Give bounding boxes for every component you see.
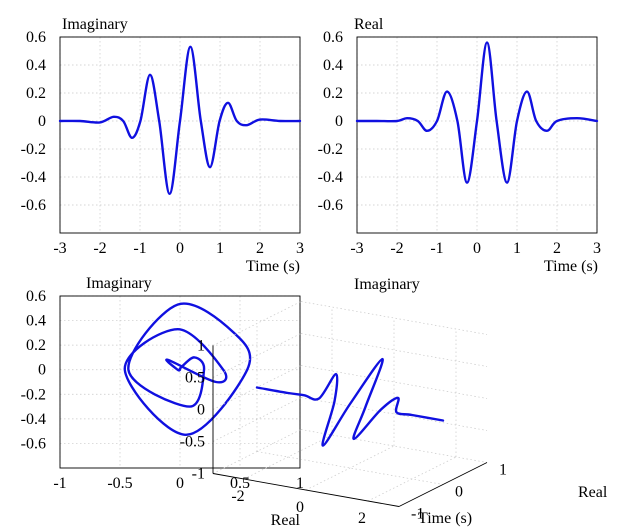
y-tick-label: -0.4 [21, 169, 46, 186]
chart-title: Imaginary [62, 16, 128, 33]
y-tick-label: 0.2 [323, 85, 343, 102]
chart-title: Imaginary [86, 275, 152, 292]
y-axis-label: Real [578, 484, 608, 501]
y-tick-label: -1 [411, 506, 424, 523]
y-tick-label: 0.6 [323, 29, 343, 46]
y-tick-label: -0.6 [21, 197, 46, 214]
z-tick-label: -1 [192, 466, 205, 483]
x-tick-label: 0 [473, 240, 481, 257]
x-tick-label: 2 [358, 510, 366, 527]
grid-line-floor [305, 445, 395, 491]
x-tick-label: 3 [296, 240, 304, 257]
x-tick-label: -0.5 [107, 475, 132, 492]
y-tick-label: 0.6 [26, 288, 46, 305]
z-tick-label: 1 [197, 338, 205, 355]
x-axis-label: Time (s) [418, 510, 472, 527]
y-tick-label: -0.6 [21, 435, 46, 452]
x-tick-label: 0 [176, 240, 184, 257]
y-tick-label: -0.2 [21, 386, 46, 403]
x-tick-label: -3 [53, 240, 66, 257]
y-tick-label: 0 [38, 113, 46, 130]
grid-line-floor [256, 451, 444, 485]
x-tick-label: -2 [390, 240, 403, 257]
y-tick-label: 0.6 [26, 29, 46, 46]
z-tick-label: 0.5 [185, 370, 205, 387]
x-tick-label: -2 [231, 488, 244, 505]
y-tick-label: -0.2 [318, 141, 343, 158]
y-tick-label: 1 [499, 462, 507, 479]
x-tick-label: 3 [593, 240, 601, 257]
y-tick-label: 0 [455, 484, 463, 501]
x-tick-label: 1 [513, 240, 521, 257]
y-tick-label: 0.2 [26, 337, 46, 354]
chart-imaginary-vs-time: Imaginary -3 -2 -1 0 1 2 3 0.6 0.4 0.2 0 -0.2 -0.4 -0.… [21, 16, 304, 275]
x-tick-label: -1 [53, 475, 66, 492]
z-tick-label: -0.5 [180, 434, 205, 451]
x-tick-label: -3 [350, 240, 363, 257]
y-axis [398, 462, 488, 507]
y-tick-label: 0.4 [323, 57, 343, 74]
x-tick-label: 2 [553, 240, 561, 257]
x-tick-label: -2 [93, 240, 106, 257]
series-line [58, 45, 302, 195]
y-tick-label: 0.4 [26, 57, 46, 74]
x-axis-label: Real [271, 512, 301, 529]
grid-line-back [300, 301, 488, 335]
x-tick-label: 2 [256, 240, 264, 257]
series-line [355, 41, 599, 184]
grid-line-side [212, 301, 302, 346]
y-tick-label: 0.4 [26, 313, 46, 330]
y-tick-label: -0.6 [318, 197, 343, 214]
grid-line-floor [243, 434, 333, 480]
plot-frame [356, 36, 598, 234]
y-tick-label: -0.2 [21, 141, 46, 158]
plot-frame [59, 36, 301, 234]
x-tick-label: 0 [296, 499, 304, 516]
x-axis-label: Time (s) [246, 258, 300, 275]
x-tick-label: 0 [176, 475, 184, 492]
y-tick-label: 0 [335, 113, 343, 130]
z-tick-label: 0 [197, 402, 205, 419]
x-tick-label: -1 [430, 240, 443, 257]
x-tick-label: -1 [133, 240, 146, 257]
x-axis [212, 473, 400, 507]
x-axis-label: Time (s) [544, 258, 598, 275]
y-tick-label: 0.2 [26, 85, 46, 102]
x-tick-label: 1 [296, 475, 304, 492]
y-tick-label: -0.4 [21, 411, 46, 428]
chart-imaginary-vs-real: Imaginary -1 -0.5 0 0.5 1 0.6 0.4 0.2 0 -0.2 -0.4 -0… [21, 275, 304, 529]
y-tick-label: 0 [38, 362, 46, 379]
chart-3d-helix: Imaginary 1 0.5 0 -0.5 -1 -2 0 2 -1 0 1 Time (s) Real [180, 276, 608, 527]
chart-real-vs-time: Real -3 -2 -1 0 1 2 3 0.6 0.4 0.2 0 -0.2 -0.4 -0.6 Time… [318, 16, 601, 275]
x-tick-label: 1 [216, 240, 224, 257]
plot-frame [59, 295, 301, 469]
y-tick-label: -0.4 [318, 169, 343, 186]
chart-title: Imaginary [354, 276, 420, 293]
chart-title: Real [354, 16, 384, 33]
series-line [255, 357, 445, 447]
